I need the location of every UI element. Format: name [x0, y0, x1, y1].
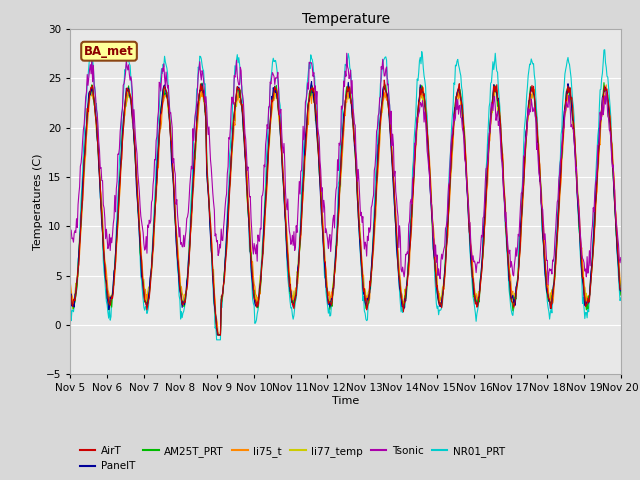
Legend: AirT, PanelT, AM25T_PRT, li75_t, li77_temp, Tsonic, NR01_PRT: AirT, PanelT, AM25T_PRT, li75_t, li77_te…	[76, 442, 509, 475]
Text: BA_met: BA_met	[84, 45, 134, 58]
Title: Temperature: Temperature	[301, 12, 390, 26]
Y-axis label: Temperatures (C): Temperatures (C)	[33, 153, 44, 250]
X-axis label: Time: Time	[332, 396, 359, 406]
